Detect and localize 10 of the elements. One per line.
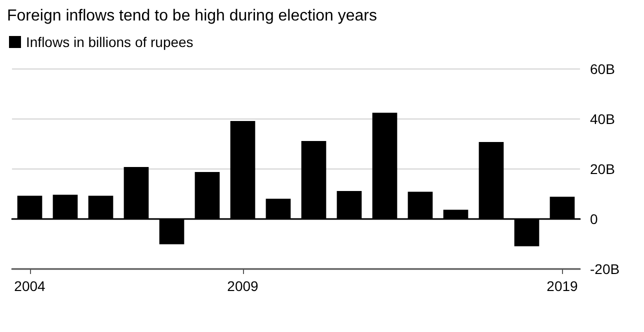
- y-tick-label: 60B: [590, 61, 615, 77]
- y-tick-label: -20B: [590, 261, 620, 277]
- x-tick-label: 2004: [14, 278, 46, 294]
- x-tick-label: 2009: [227, 278, 259, 294]
- chart-title: Foreign inflows tend to be high during election years: [7, 8, 377, 24]
- x-tick-label: 2019: [546, 278, 578, 294]
- y-tick-label: 20B: [590, 161, 615, 177]
- y-tick-label: 40B: [590, 111, 615, 127]
- legend-label: Inflows in billions of rupees: [26, 34, 194, 50]
- y-tick-label: 0: [590, 211, 598, 227]
